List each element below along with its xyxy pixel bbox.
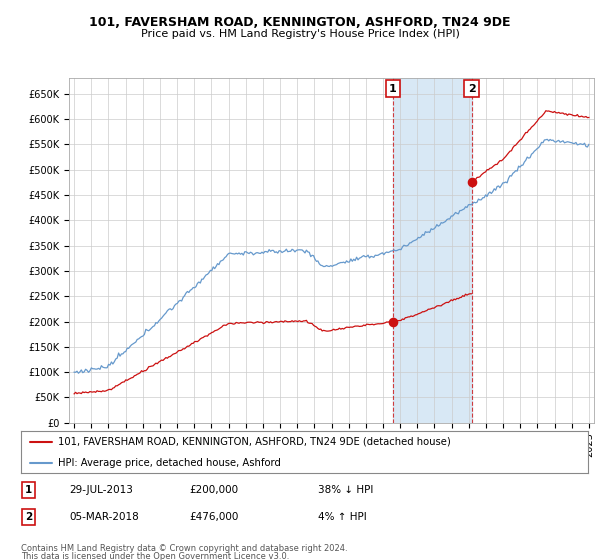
Text: 4% ↑ HPI: 4% ↑ HPI bbox=[318, 512, 367, 522]
Text: 2: 2 bbox=[468, 83, 476, 94]
Text: Contains HM Land Registry data © Crown copyright and database right 2024.: Contains HM Land Registry data © Crown c… bbox=[21, 544, 347, 553]
Text: 101, FAVERSHAM ROAD, KENNINGTON, ASHFORD, TN24 9DE (detached house): 101, FAVERSHAM ROAD, KENNINGTON, ASHFORD… bbox=[58, 437, 451, 447]
Text: HPI: Average price, detached house, Ashford: HPI: Average price, detached house, Ashf… bbox=[58, 458, 281, 468]
Text: 38% ↓ HPI: 38% ↓ HPI bbox=[318, 485, 373, 495]
Point bbox=[388, 317, 398, 326]
Point bbox=[467, 178, 476, 186]
Text: 2: 2 bbox=[25, 512, 32, 522]
Bar bbox=[393, 78, 472, 423]
Text: 05-MAR-2018: 05-MAR-2018 bbox=[69, 512, 139, 522]
Text: £476,000: £476,000 bbox=[189, 512, 238, 522]
Text: 29-JUL-2013: 29-JUL-2013 bbox=[69, 485, 133, 495]
Text: 101, FAVERSHAM ROAD, KENNINGTON, ASHFORD, TN24 9DE: 101, FAVERSHAM ROAD, KENNINGTON, ASHFORD… bbox=[89, 16, 511, 29]
Text: This data is licensed under the Open Government Licence v3.0.: This data is licensed under the Open Gov… bbox=[21, 552, 289, 560]
Text: Price paid vs. HM Land Registry's House Price Index (HPI): Price paid vs. HM Land Registry's House … bbox=[140, 29, 460, 39]
Text: £200,000: £200,000 bbox=[189, 485, 238, 495]
Text: 1: 1 bbox=[25, 485, 32, 495]
Text: 1: 1 bbox=[389, 83, 397, 94]
